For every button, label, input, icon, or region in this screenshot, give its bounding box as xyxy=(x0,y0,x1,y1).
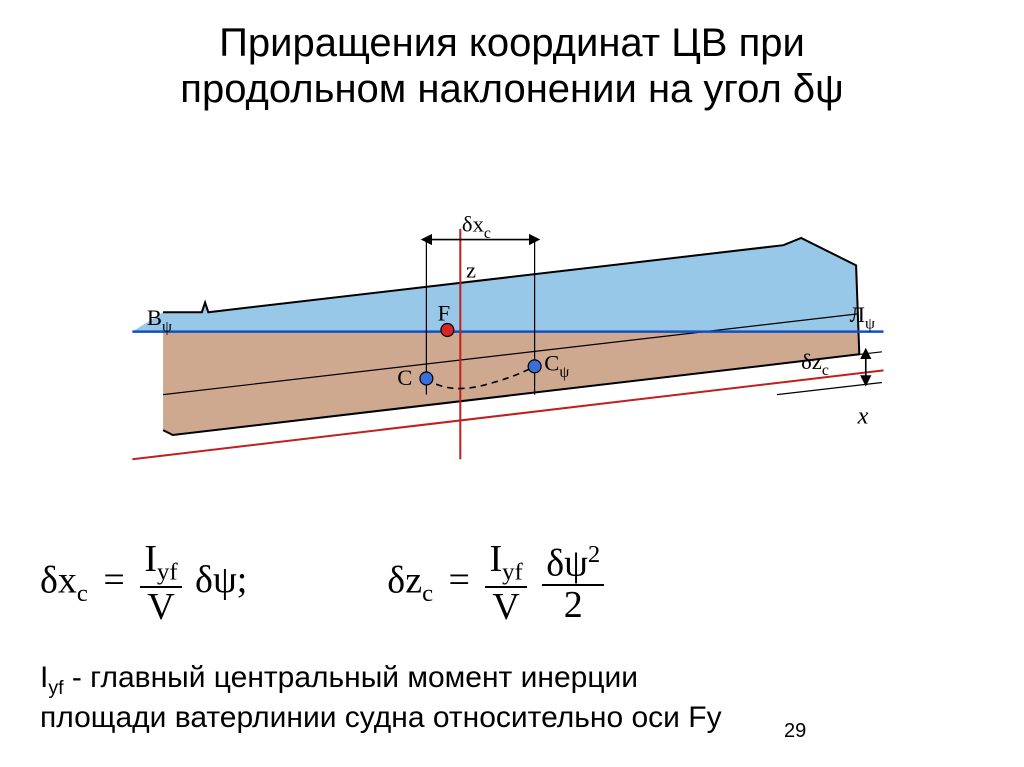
label-x: x xyxy=(857,403,869,430)
label-dxc: δxc xyxy=(462,211,491,241)
formula-dzc: δzc = IyfV δψ22 xyxy=(387,540,604,627)
formula-dxc: δxc = IyfV δψ; xyxy=(40,540,247,627)
upper-water-region xyxy=(132,238,857,332)
title-line-1: Приращения координат ЦВ при xyxy=(219,21,805,65)
caption: Iyf - главный центральный момент инерции… xyxy=(40,660,984,736)
label-F: F xyxy=(438,300,451,325)
lower-water-region xyxy=(132,332,859,435)
label-z: z xyxy=(466,258,476,283)
point-F xyxy=(441,324,454,337)
slide-title: Приращения координат ЦВ при продольном н… xyxy=(0,20,1024,112)
label-C: C xyxy=(397,365,412,390)
dzc-ext-2 xyxy=(777,383,882,395)
title-line-2: продольном наклонении на угол δψ xyxy=(180,67,843,111)
page-number: 29 xyxy=(784,720,806,743)
formulas-row: δxc = IyfV δψ; δzc = IyfV δψ22 xyxy=(40,540,984,627)
point-Cpsi xyxy=(528,360,541,373)
diagram: δxc z F Вψ Лψ C Cψ δzc x xyxy=(0,120,1024,545)
point-C xyxy=(420,372,433,385)
diagram-svg: δxc z F Вψ Лψ C Cψ δzc x xyxy=(0,120,1024,540)
